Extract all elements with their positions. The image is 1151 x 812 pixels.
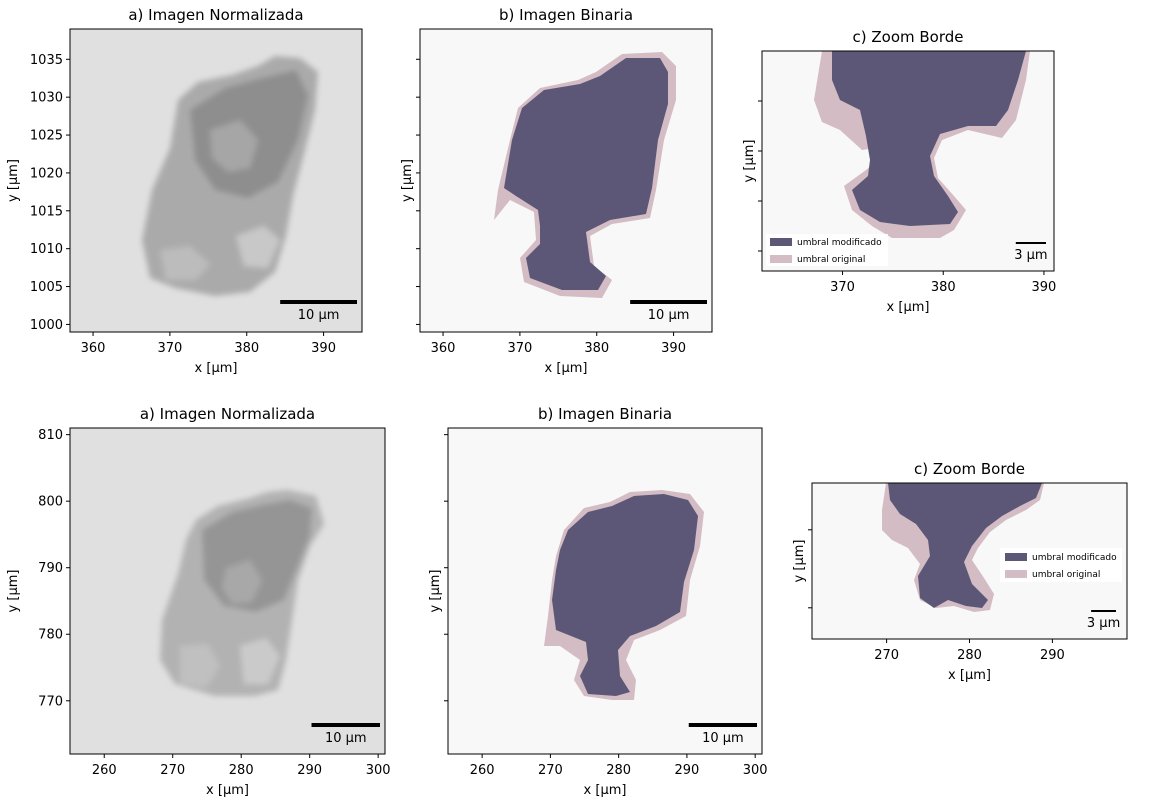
mask-modified bbox=[552, 494, 698, 696]
axes-frame bbox=[447, 427, 763, 755]
mask-modified bbox=[504, 58, 668, 290]
legend-label-original: umbral original bbox=[1032, 570, 1100, 580]
panel-title: c) Zoom Borde bbox=[914, 460, 1025, 478]
y-tick-label: 1025 bbox=[30, 129, 63, 144]
scale-bar-label: 3 µm bbox=[1014, 248, 1047, 263]
panel-title: b) Imagen Binaria bbox=[499, 6, 633, 24]
panel-bottom-normalizada: a) Imagen Normalizada 260 270 280 290 300 770 7… bbox=[6, 405, 391, 798]
y-tick-label: 1000 bbox=[30, 318, 63, 333]
legend-swatch-original bbox=[770, 255, 792, 263]
scale-bar-label: 10 µm bbox=[702, 731, 744, 746]
legend-swatch-modified bbox=[1005, 553, 1027, 561]
particle-image bbox=[142, 56, 318, 296]
y-tick-label: 800 bbox=[38, 495, 63, 510]
y-tick-label: 790 bbox=[38, 561, 63, 576]
axes-frame bbox=[761, 50, 1055, 272]
y-tick-label: 810 bbox=[38, 428, 63, 443]
x-tick-label: 360 bbox=[81, 341, 106, 356]
legend-label-modified: umbral modificado bbox=[1032, 553, 1117, 563]
x-axis-label: x [µm] bbox=[887, 300, 930, 315]
y-axis-label: y [µm] bbox=[6, 159, 21, 202]
x-axis-label: x [µm] bbox=[545, 361, 588, 376]
panel-title: c) Zoom Borde bbox=[853, 28, 964, 46]
x-tick-label: 270 bbox=[538, 763, 563, 778]
x-tick-label: 290 bbox=[1040, 648, 1065, 663]
x-tick-label: 280 bbox=[606, 763, 631, 778]
x-tick-label: 380 bbox=[584, 341, 609, 356]
x-tick-label: 370 bbox=[830, 280, 855, 295]
panel-title: a) Imagen Normalizada bbox=[140, 405, 315, 423]
x-tick-label: 390 bbox=[661, 341, 686, 356]
x-tick-label: 300 bbox=[743, 763, 768, 778]
y-tick-label: 1030 bbox=[30, 91, 63, 106]
legend-swatch-modified bbox=[770, 238, 792, 246]
y-axis-label: y [µm] bbox=[428, 570, 443, 613]
panel-bottom-binaria: b) Imagen Binaria 260 270 280 290 300 x [µm] y … bbox=[428, 405, 768, 798]
x-tick-label: 260 bbox=[92, 763, 117, 778]
y-tick-label: 1010 bbox=[30, 242, 63, 257]
y-tick-label: 770 bbox=[38, 694, 63, 709]
y-tick-label: 1020 bbox=[30, 166, 63, 181]
panel-top-zoom: umbral modificado umbral original c) Zoo… bbox=[742, 28, 1056, 315]
scale-bar-label: 10 µm bbox=[648, 308, 690, 323]
mask-modified bbox=[888, 483, 1042, 608]
scale-bar-label: 10 µm bbox=[325, 731, 367, 746]
x-tick-label: 280 bbox=[229, 763, 254, 778]
axes-frame bbox=[69, 28, 363, 333]
x-tick-label: 370 bbox=[157, 341, 182, 356]
x-tick-label: 370 bbox=[507, 341, 532, 356]
x-axis-label: x [µm] bbox=[195, 361, 238, 376]
axes-frame bbox=[69, 427, 386, 755]
y-tick-label: 1005 bbox=[30, 280, 63, 295]
scale-bar-label: 3 µm bbox=[1087, 616, 1120, 631]
x-tick-label: 290 bbox=[297, 763, 322, 778]
x-tick-label: 390 bbox=[1032, 280, 1057, 295]
y-axis-label: y [µm] bbox=[792, 540, 807, 583]
x-axis-label: x [µm] bbox=[584, 783, 627, 798]
panel-top-binaria: b) Imagen Binaria 360 370 380 390 x [µm] y [µm… bbox=[400, 6, 713, 376]
x-tick-label: 260 bbox=[470, 763, 495, 778]
mask-modified bbox=[832, 51, 1026, 226]
scale-bar-label: 10 µm bbox=[298, 308, 340, 323]
x-tick-label: 280 bbox=[957, 648, 982, 663]
x-tick-label: 380 bbox=[234, 341, 259, 356]
panel-title: a) Imagen Normalizada bbox=[128, 6, 303, 24]
x-tick-label: 360 bbox=[431, 341, 456, 356]
x-axis-label: x [µm] bbox=[206, 783, 249, 798]
x-axis-label: x [µm] bbox=[948, 668, 991, 683]
y-tick-label: 780 bbox=[38, 628, 63, 643]
y-tick-label: 1035 bbox=[30, 53, 63, 68]
x-tick-label: 300 bbox=[366, 763, 391, 778]
axes-frame bbox=[419, 28, 713, 333]
legend: umbral modificado umbral original bbox=[766, 234, 888, 266]
y-tick-label: 1015 bbox=[30, 204, 63, 219]
x-tick-label: 270 bbox=[874, 648, 899, 663]
y-axis-label: y [µm] bbox=[6, 570, 21, 613]
legend-swatch-original bbox=[1005, 570, 1027, 578]
legend-label-original: umbral original bbox=[797, 255, 865, 265]
particle-image bbox=[160, 490, 324, 696]
x-tick-label: 270 bbox=[160, 763, 185, 778]
y-axis-label: y [µm] bbox=[742, 140, 757, 183]
x-tick-label: 380 bbox=[931, 280, 956, 295]
panel-top-normalizada: a) Imagen Normalizada 360 370 380 390 1000 100… bbox=[6, 6, 363, 376]
panel-title: b) Imagen Binaria bbox=[538, 405, 672, 423]
x-tick-label: 390 bbox=[311, 341, 336, 356]
legend-label-modified: umbral modificado bbox=[797, 238, 882, 248]
y-axis-label: y [µm] bbox=[400, 159, 415, 202]
panel-bottom-zoom: umbral modificado umbral original c) Zoo… bbox=[792, 460, 1128, 683]
x-tick-label: 290 bbox=[674, 763, 699, 778]
legend: umbral modificado umbral original bbox=[1000, 548, 1122, 582]
